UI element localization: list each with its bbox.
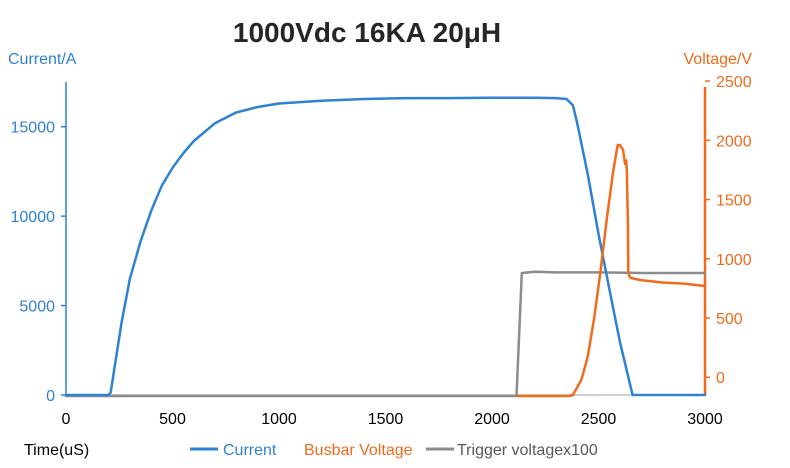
- y-left-tick-label: 15000: [11, 120, 56, 137]
- x-tick-label: 3000: [687, 411, 723, 428]
- series-busbar-voltage-line: [516, 143, 707, 398]
- axes: 0 500 1000 1500 2000 2500 3000 0 5000 10000 15000 0…: [11, 74, 752, 428]
- y-right-tick-label: 1500: [716, 193, 752, 210]
- legend-label-current: Current: [223, 442, 277, 459]
- legend-label-trigger: Trigger voltagex100: [457, 442, 598, 459]
- y-left-tick-label: 0: [46, 388, 55, 405]
- chart-title: 1000Vdc 16KA 20μH: [233, 17, 501, 48]
- y-right-tick-label: 0: [716, 370, 725, 387]
- x-tick-label: 2000: [474, 411, 510, 428]
- y-left-tick-label: 10000: [11, 209, 56, 226]
- legend-label-busbar: Busbar Voltage: [304, 442, 413, 459]
- y-right-tick-label: 2000: [716, 133, 752, 150]
- y-right-axis-label: Voltage/V: [684, 51, 753, 68]
- y-left-axis-label: Current/A: [8, 51, 77, 68]
- x-tick-label: 1500: [368, 411, 404, 428]
- y-right-tick-label: 2500: [716, 74, 752, 91]
- x-tick-label: 0: [62, 411, 71, 428]
- series-trigger-voltage-line: [64, 270, 707, 398]
- legend: Current Busbar Voltage Trigger voltagex1…: [190, 442, 598, 459]
- y-right-tick-label: 1000: [716, 252, 752, 269]
- series-current-line: [64, 96, 707, 397]
- y-right-tick-label: 500: [716, 311, 743, 328]
- y-left-tick-label: 5000: [19, 299, 55, 316]
- x-tick-label: 1000: [261, 411, 297, 428]
- series-layer: [64, 96, 707, 398]
- x-tick-label: 500: [159, 411, 186, 428]
- x-tick-label: 2500: [581, 411, 617, 428]
- x-axis-label: Time(uS): [24, 442, 89, 459]
